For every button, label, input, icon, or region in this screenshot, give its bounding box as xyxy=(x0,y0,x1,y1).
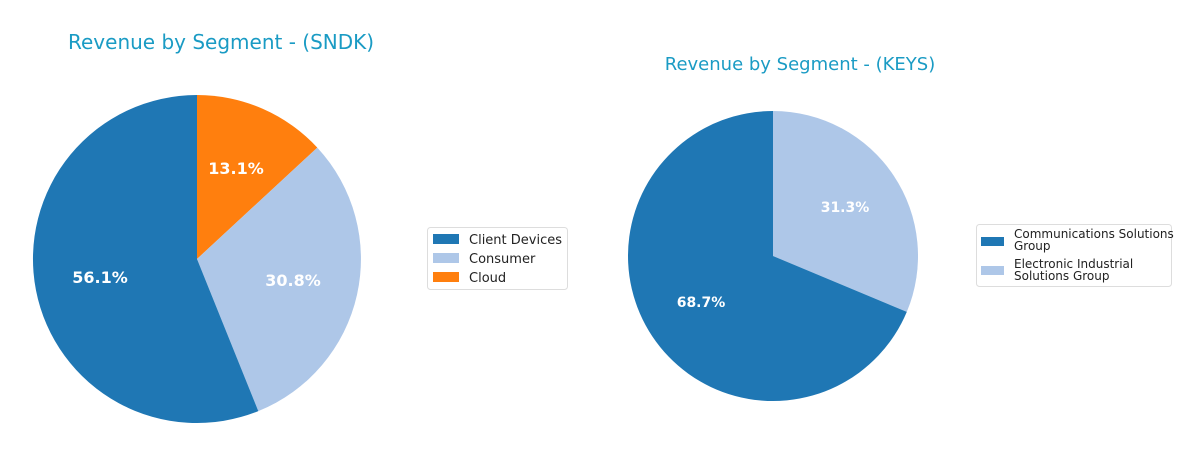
legend-swatch-eisg xyxy=(981,266,1004,275)
keys-legend: Communications Solutions Group Electroni… xyxy=(976,224,1174,287)
legend-label-csg-line2: Group xyxy=(1014,239,1051,253)
legend-label-csg-line1: Communications Solutions xyxy=(1014,227,1174,241)
legend-swatch-consumer xyxy=(433,253,459,263)
pct-label-eisg: 31.3% xyxy=(821,200,870,216)
pct-label-consumer: 30.8% xyxy=(265,271,321,290)
keys-pie xyxy=(628,111,919,401)
pct-label-cloud: 13.1% xyxy=(208,159,264,178)
sndk-title: Revenue by Segment - (SNDK) xyxy=(68,30,374,54)
pie-slice-cloud xyxy=(197,95,318,259)
legend-box xyxy=(976,224,1172,287)
legend-box xyxy=(427,227,568,290)
legend-swatch-csg xyxy=(981,237,1004,246)
legend-swatch-cloud xyxy=(433,272,459,282)
sndk-legend: Client Devices Consumer Cloud xyxy=(427,227,568,290)
keys-title: Revenue by Segment - (KEYS) xyxy=(665,54,936,75)
legend-label-client-devices: Client Devices xyxy=(469,233,562,248)
legend-label-eisg-line2: Solutions Group xyxy=(1014,269,1109,283)
legend-label-eisg-line1: Electronic Industrial xyxy=(1014,257,1133,271)
pie-slice-csg xyxy=(628,111,907,401)
sndk-chart: Revenue by Segment - (SNDK) 13.1% 30.8% … xyxy=(32,30,568,424)
legend-swatch-client-devices xyxy=(433,234,459,244)
sndk-pie xyxy=(32,94,361,424)
pct-label-csg: 68.7% xyxy=(677,295,726,311)
keys-chart: Revenue by Segment - (KEYS) 31.3% 68.7% … xyxy=(628,54,1174,401)
legend-label-consumer: Consumer xyxy=(469,252,536,267)
legend-label-cloud: Cloud xyxy=(469,271,506,286)
pie-slice-client-devices xyxy=(32,94,259,424)
pct-label-client-devices: 56.1% xyxy=(72,268,128,287)
pie-slice-eisg xyxy=(773,111,919,312)
pie-slice-consumer xyxy=(197,147,361,412)
